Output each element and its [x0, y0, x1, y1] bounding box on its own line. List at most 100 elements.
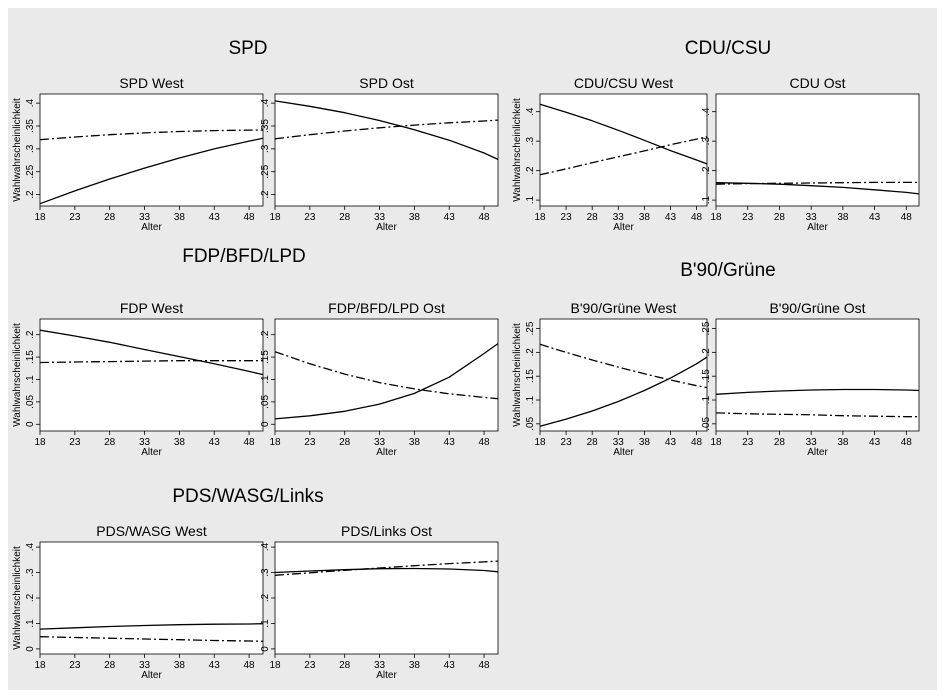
chart-panel-cdu-west: CDU/CSU CDU/CSU West 18 23 28 33 38 43 48 Alter .1…: [512, 38, 771, 233]
y-tick-label: .05: [525, 416, 536, 430]
x-tick-label: 18: [710, 437, 722, 448]
y-tick-label: 0: [260, 646, 271, 652]
y-tick-label: .1: [525, 195, 536, 204]
plot-area: [274, 93, 499, 207]
y-tick-label: .4: [525, 107, 536, 116]
x-tick-label: 33: [806, 437, 818, 448]
x-tick-label: 18: [269, 660, 281, 671]
x-tick-label: 38: [174, 660, 186, 671]
x-tick-label: 43: [665, 212, 677, 223]
x-axis-title: Alter: [613, 222, 634, 233]
x-axis-title: Alter: [141, 222, 162, 233]
x-tick-label: 18: [710, 212, 722, 223]
x-tick-label: 23: [304, 660, 316, 671]
x-axis: 18 23 28 33 38 43 48 Alter: [534, 206, 703, 233]
x-tick-label: 28: [587, 212, 599, 223]
x-tick-label: 38: [409, 212, 421, 223]
x-tick-label: 33: [374, 212, 386, 223]
panel-title: CDU Ost: [790, 75, 846, 91]
y-tick-label: .2: [260, 593, 271, 602]
x-tick-label: 18: [269, 437, 281, 448]
series-line-solid: [39, 623, 264, 630]
plot-area: [39, 93, 264, 207]
y-tick-label: .35: [260, 119, 271, 133]
x-tick-label: 28: [339, 437, 351, 448]
x-axis: 18 23 28 33 38 43 48 Alter: [534, 431, 703, 458]
x-tick-label: 18: [534, 437, 546, 448]
plot-area: [39, 318, 264, 432]
y-tick-label: .2: [260, 190, 271, 199]
x-axis: 18 23 28 33 38 43 48 Alter: [269, 654, 490, 681]
y-tick-label: .25: [701, 321, 712, 335]
y-tick-label: .05: [701, 416, 712, 430]
x-tick-label: 48: [244, 437, 256, 448]
y-axis: 0 .1 .2 .3 .4: [260, 542, 275, 652]
series-line-dashdot: [274, 351, 499, 400]
chart-panel-pds-ost: PDS/Links Ost 18 23 28 33 38 43 48 Alter 0 .1 .2 .3.…: [260, 523, 499, 681]
x-tick-label: 28: [339, 660, 351, 671]
x-tick-label: 48: [479, 437, 491, 448]
y-tick-label: 0: [25, 421, 36, 427]
plot-area: [274, 541, 499, 655]
x-tick-label: 18: [34, 437, 46, 448]
x-axis: 18 23 28 33 38 43 48 Alter: [710, 206, 912, 233]
x-tick-label: 43: [444, 437, 456, 448]
y-tick-label: .4: [260, 542, 271, 551]
group-title: B'90/Grüne: [680, 260, 776, 281]
plot-area: [274, 318, 499, 432]
x-tick-label: 28: [104, 437, 116, 448]
x-tick-label: 18: [534, 212, 546, 223]
x-tick-label: 23: [561, 212, 573, 223]
x-tick-label: 28: [587, 437, 599, 448]
y-tick-label: 0: [260, 421, 271, 427]
series-line-dashdot: [539, 136, 708, 176]
series-line-dashdot: [274, 560, 499, 576]
x-tick-label: 48: [901, 437, 913, 448]
y-axis: .05 .1 .15 .2 .25: [701, 321, 716, 431]
series-line-solid: [39, 137, 264, 205]
series-line-dashdot: [715, 181, 919, 185]
chart-panel-gruene-west: B'90/Grüne B'90/Grüne West 18 23 28 33 38 43 48 A…: [512, 260, 776, 458]
x-tick-label: 33: [374, 437, 386, 448]
chart-panel-cdu-ost: CDU Ost 18 23 28 33 38 43 48 Alter .1 .2 .3 .4: [701, 75, 920, 233]
y-axis: 0 .05 .1 .15 .2: [260, 330, 275, 427]
y-axis-title: Wahlwahrscheinlichkeit: [512, 323, 523, 427]
plot-area: [715, 93, 920, 207]
y-tick-label: .1: [25, 375, 36, 384]
x-tick-label: 28: [104, 660, 116, 671]
y-tick-label: 0: [25, 646, 36, 652]
x-tick-label: 38: [837, 437, 849, 448]
x-axis-title: Alter: [141, 670, 162, 681]
x-tick-label: 38: [409, 437, 421, 448]
series-line-solid: [274, 343, 499, 420]
y-tick-label: .3: [260, 144, 271, 153]
x-axis-title: Alter: [141, 447, 162, 458]
series-line-solid: [274, 567, 499, 574]
x-tick-label: 18: [34, 660, 46, 671]
series-line-solid: [539, 103, 708, 165]
y-tick-label: .1: [260, 619, 271, 628]
group-title: SPD: [228, 38, 267, 59]
series-line-dashdot: [539, 343, 708, 389]
chart-panel-spd-ost: SPD Ost 18 23 28 33 38 43 48 Alter .2 .25 .3 .35 .4: [260, 75, 499, 233]
x-tick-label: 38: [837, 212, 849, 223]
x-tick-label: 43: [209, 660, 221, 671]
series-line-dashdot: [715, 412, 919, 418]
x-axis: 18 23 28 33 38 43 48 Alter: [34, 654, 255, 681]
plot-area: [715, 318, 920, 432]
x-tick-label: 33: [806, 212, 818, 223]
series-line-dashdot: [274, 119, 499, 140]
chart-panel-spd-west: SPD SPD West 18 23 28 33 38 43 48 Alter .2 .25 .3 .35…: [12, 38, 268, 233]
x-axis: 18 23 28 33 38 43 48 Alter: [34, 206, 255, 233]
y-axis-title: Wahlwahrscheinlichkeit: [512, 98, 523, 202]
chart-panel-pds-west: PDS/WASG/Links PDS/WASG West 18 23 28 33 38 43 4…: [12, 486, 324, 681]
x-axis-title: Alter: [807, 447, 828, 458]
panel-title: FDP/BFD/LPD Ost: [328, 300, 445, 316]
x-tick-label: 33: [139, 660, 151, 671]
y-tick-label: .4: [25, 99, 36, 108]
x-tick-label: 48: [691, 437, 703, 448]
y-tick-label: .1: [701, 195, 712, 204]
chart-grid: SPD SPD West 18 23 28 33 38 43 48 Alter .2 .25 .3 .35…: [12, 38, 920, 681]
